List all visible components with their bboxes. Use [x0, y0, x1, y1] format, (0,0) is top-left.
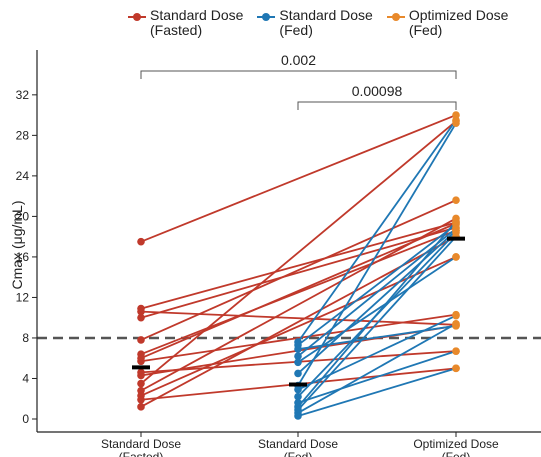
series-line-segment: [140, 221, 457, 310]
x-tick-label: Standard Dose: [101, 437, 181, 451]
series-line-segment: [297, 227, 457, 357]
x-tick-label: (Fed): [442, 450, 471, 457]
y-tick-label: 12: [16, 290, 30, 304]
series-line-segment: [140, 217, 457, 392]
significance-brackets: 0.002 0.00098: [140, 52, 457, 110]
data-point: [137, 336, 145, 344]
series-line-segment: [297, 220, 457, 408]
p-value-label: 0.00098: [352, 83, 403, 99]
legend-label: Optimized Dose (Fed): [408, 7, 509, 38]
series-lines: [140, 114, 457, 417]
y-tick-label: 32: [16, 88, 30, 102]
legend-item-optimized-fed: Optimized Dose (Fed): [386, 7, 509, 38]
data-point: [452, 119, 460, 128]
data-point: [137, 313, 145, 322]
series-line-segment: [140, 226, 457, 319]
data-point: [452, 196, 460, 204]
x-tick-label: Optimized Dose: [413, 437, 499, 451]
y-tick-label: 0: [22, 412, 29, 426]
x-tick-label: Standard Dose: [258, 437, 338, 451]
data-point: [137, 395, 145, 404]
series-line-segment: [297, 119, 457, 343]
y-tick-label: 16: [16, 250, 30, 264]
data-point: [452, 253, 460, 261]
y-tick-label: 28: [16, 128, 30, 142]
data-point: [137, 379, 145, 388]
data-point: [452, 347, 460, 355]
y-tick-label: 4: [22, 371, 29, 385]
series-line-segment: [297, 256, 457, 364]
legend-label: Standard Dose (Fasted): [150, 7, 244, 38]
x-tick-label: (Fed): [284, 450, 313, 457]
series-line-segment: [297, 367, 457, 417]
legend-item-standard-fasted: Standard Dose (Fasted): [128, 8, 243, 38]
data-point: [294, 392, 302, 401]
series-line-segment: [140, 199, 457, 341]
data-point: [137, 403, 145, 411]
data-point: [294, 412, 302, 420]
data-point: [452, 217, 460, 226]
y-tick-label: 24: [16, 169, 30, 183]
data-point: [137, 371, 145, 380]
series-line-segment: [297, 236, 457, 411]
legend-swatch-icon: [128, 10, 146, 24]
legend-swatch-icon: [386, 10, 405, 24]
data-point: [137, 357, 145, 366]
x-tick-label: (Fasted): [119, 450, 164, 457]
data-points: [137, 111, 460, 420]
series-line-segment: [297, 350, 457, 404]
data-point: [294, 385, 302, 394]
data-point: [452, 311, 460, 320]
series-line-segment: [140, 229, 457, 356]
data-point: [452, 364, 460, 373]
data-point: [294, 369, 302, 378]
series-line-segment: [297, 223, 457, 346]
y-axis-label: Cmax (μg/mL): [9, 201, 25, 290]
series-line-segment: [140, 114, 457, 243]
data-point: [294, 352, 302, 360]
series-line-segment: [297, 229, 457, 375]
series-line-segment: [140, 222, 457, 360]
legend-swatch-icon: [257, 10, 276, 24]
data-point: [137, 237, 145, 246]
series-line-segment: [140, 313, 457, 363]
legend: Standard Dose (Fasted) Standard Dose (Fe…: [128, 8, 508, 38]
y-tick-label: 8: [22, 331, 29, 345]
series-line-segment: [297, 322, 457, 414]
data-point: [294, 358, 302, 367]
data-point: [452, 319, 460, 328]
data-point: [137, 307, 145, 316]
data-point: [294, 345, 302, 353]
p-value-label: 0.002: [281, 52, 316, 68]
series-line-segment: [140, 256, 457, 397]
significance-bracket: [140, 70, 457, 79]
series-line-segment: [140, 120, 457, 385]
legend-label: Standard Dose (Fed): [279, 7, 373, 38]
significance-bracket: [297, 101, 457, 110]
median-markers: [132, 236, 465, 387]
y-tick-label: 20: [16, 209, 30, 223]
legend-item-standard-fed: Standard Dose (Fed): [257, 7, 373, 38]
series-line-segment: [297, 122, 457, 387]
